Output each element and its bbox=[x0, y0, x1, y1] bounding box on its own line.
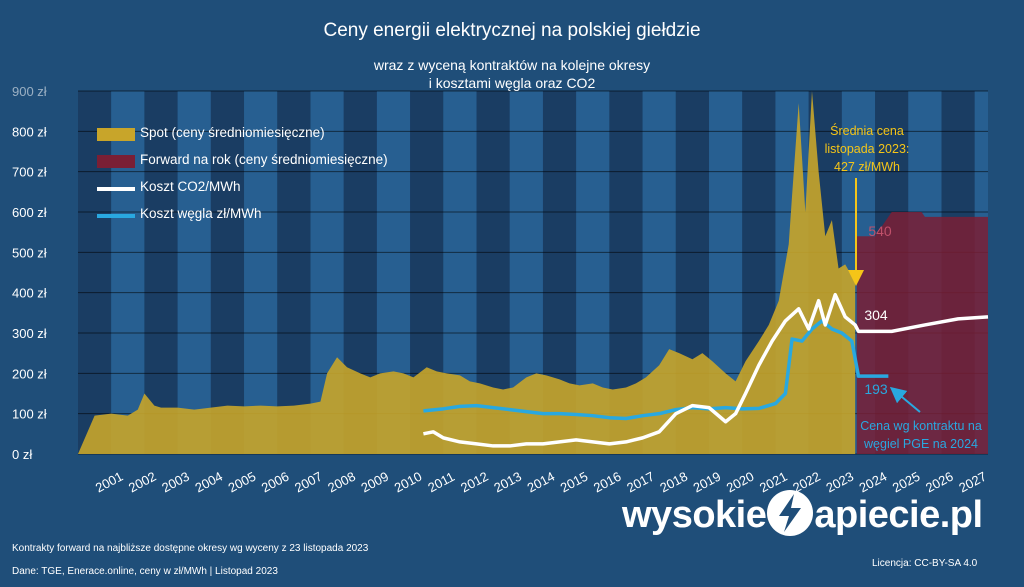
x-tick-label: 2016 bbox=[591, 469, 624, 496]
chart-subtitle-line1: wraz z wyceną kontraktów na kolejne okre… bbox=[373, 57, 651, 73]
lightning-bolt-icon bbox=[767, 490, 814, 536]
legend-label-spot: Spot (ceny średniomiesięczne) bbox=[140, 125, 325, 140]
y-tick-label: 400 zł bbox=[12, 286, 47, 301]
area-series bbox=[78, 91, 988, 454]
coal-contract-note: Cena wg kontraktu na węgiel PGE na 2024 bbox=[856, 417, 986, 453]
footer-license: Licencja: CC-BY-SA 4.0 bbox=[872, 558, 978, 569]
y-tick-label: 200 zł bbox=[12, 366, 47, 381]
x-tick-label: 2024 bbox=[857, 469, 890, 496]
x-tick-label: 2017 bbox=[624, 469, 657, 496]
chart-subtitle-line2: i kosztami węgla oraz CO2 bbox=[428, 75, 596, 91]
x-tick-label: 2025 bbox=[890, 469, 923, 496]
legend-label-coal: Koszt węgla zł/MWh bbox=[140, 206, 262, 221]
year-band bbox=[244, 91, 278, 454]
y-tick-label: 800 zł bbox=[12, 124, 47, 139]
x-tick-label: 2005 bbox=[226, 469, 259, 496]
logo-text-right: apiecie.pl bbox=[814, 494, 983, 537]
annotation-arrows bbox=[848, 178, 921, 413]
x-tick-label: 2001 bbox=[93, 469, 126, 496]
x-tick-label: 2006 bbox=[259, 469, 292, 496]
x-tick-label: 2014 bbox=[525, 469, 558, 496]
spot-area bbox=[78, 91, 856, 454]
y-tick-label: 900 zł bbox=[12, 84, 47, 99]
x-tick-label: 2007 bbox=[292, 469, 325, 496]
year-band bbox=[277, 91, 311, 454]
x-tick-label: 2019 bbox=[691, 469, 724, 496]
coal-note-line2: węgiel PGE na 2024 bbox=[864, 437, 978, 451]
y-tick-label: 600 zł bbox=[12, 205, 47, 220]
y-tick-label: 300 zł bbox=[12, 326, 47, 341]
legend-label-forward: Forward na rok (ceny średniomiesięczne) bbox=[140, 152, 388, 167]
coal-note-line1: Cena wg kontraktu na bbox=[860, 419, 982, 433]
legend-swatch-spot bbox=[97, 128, 135, 141]
footer-note: Kontrakty forward na najbliższe dostępne… bbox=[12, 543, 369, 554]
avg-price-line3: 427 zł/MWh bbox=[834, 160, 900, 174]
x-tick-label: 2012 bbox=[458, 469, 491, 496]
x-tick-label: 2002 bbox=[126, 469, 159, 496]
year-band bbox=[111, 91, 145, 454]
forward-area bbox=[856, 212, 988, 454]
x-tick-label: 2004 bbox=[192, 469, 225, 496]
y-tick-label: 700 zł bbox=[12, 165, 47, 180]
x-tick-label: 2027 bbox=[956, 469, 989, 496]
x-tick-label: 2020 bbox=[724, 469, 757, 496]
avg-price-line1: Średnia cena bbox=[830, 124, 904, 138]
footer-source: Dane: TGE, Enerace.online, ceny w zł/MWh… bbox=[12, 566, 278, 577]
legend-swatch-co2 bbox=[97, 187, 135, 191]
brand-logo: wysokie apiecie.pl bbox=[622, 490, 983, 540]
avg-price-annotation: Średnia cena listopada 2023: 427 zł/MWh bbox=[812, 122, 922, 176]
x-tick-label: 2003 bbox=[159, 469, 192, 496]
logo-text-left: wysokie bbox=[622, 494, 767, 537]
line-series bbox=[423, 292, 989, 448]
chart-title: Ceny energii elektrycznej na polskiej gi… bbox=[323, 20, 701, 41]
y-tick-label: 0 zł bbox=[12, 447, 32, 462]
year-band bbox=[210, 91, 245, 454]
avg-price-line2: listopada 2023: bbox=[824, 142, 910, 156]
x-tick-label: 2015 bbox=[558, 469, 591, 496]
y-axis: 0 zł 100 zł 200 zł 300 zł 400 zł 500 zł 600 zł… bbox=[12, 84, 47, 462]
x-tick-label: 2010 bbox=[392, 469, 425, 496]
year-band bbox=[177, 91, 211, 454]
coal-note-arrow bbox=[889, 386, 921, 413]
legend-swatch-coal bbox=[97, 214, 135, 218]
legend-swatch-forward bbox=[97, 155, 135, 168]
coal-value-label: 193 bbox=[864, 381, 888, 397]
x-tick-label: 2011 bbox=[425, 469, 457, 495]
forward-value-label: 540 bbox=[868, 223, 892, 239]
legend-label-co2: Koszt CO2/MWh bbox=[140, 179, 241, 194]
year-band bbox=[144, 91, 178, 454]
co2-value-label: 304 bbox=[864, 307, 888, 323]
y-tick-label: 500 zł bbox=[12, 245, 47, 260]
x-axis: 2001 2002 2003 2004 2005 2006 2007 2008 2009 2010… bbox=[93, 469, 989, 496]
x-tick-label: 2026 bbox=[923, 469, 956, 496]
year-band bbox=[78, 91, 112, 454]
x-tick-label: 2009 bbox=[359, 469, 392, 496]
co2-cost-line bbox=[423, 292, 989, 448]
x-tick-label: 2008 bbox=[325, 469, 358, 496]
x-tick-label: 2023 bbox=[823, 469, 856, 496]
x-tick-label: 2013 bbox=[491, 469, 524, 496]
y-tick-label: 100 zł bbox=[12, 407, 47, 422]
x-tick-label: 2018 bbox=[657, 469, 690, 496]
